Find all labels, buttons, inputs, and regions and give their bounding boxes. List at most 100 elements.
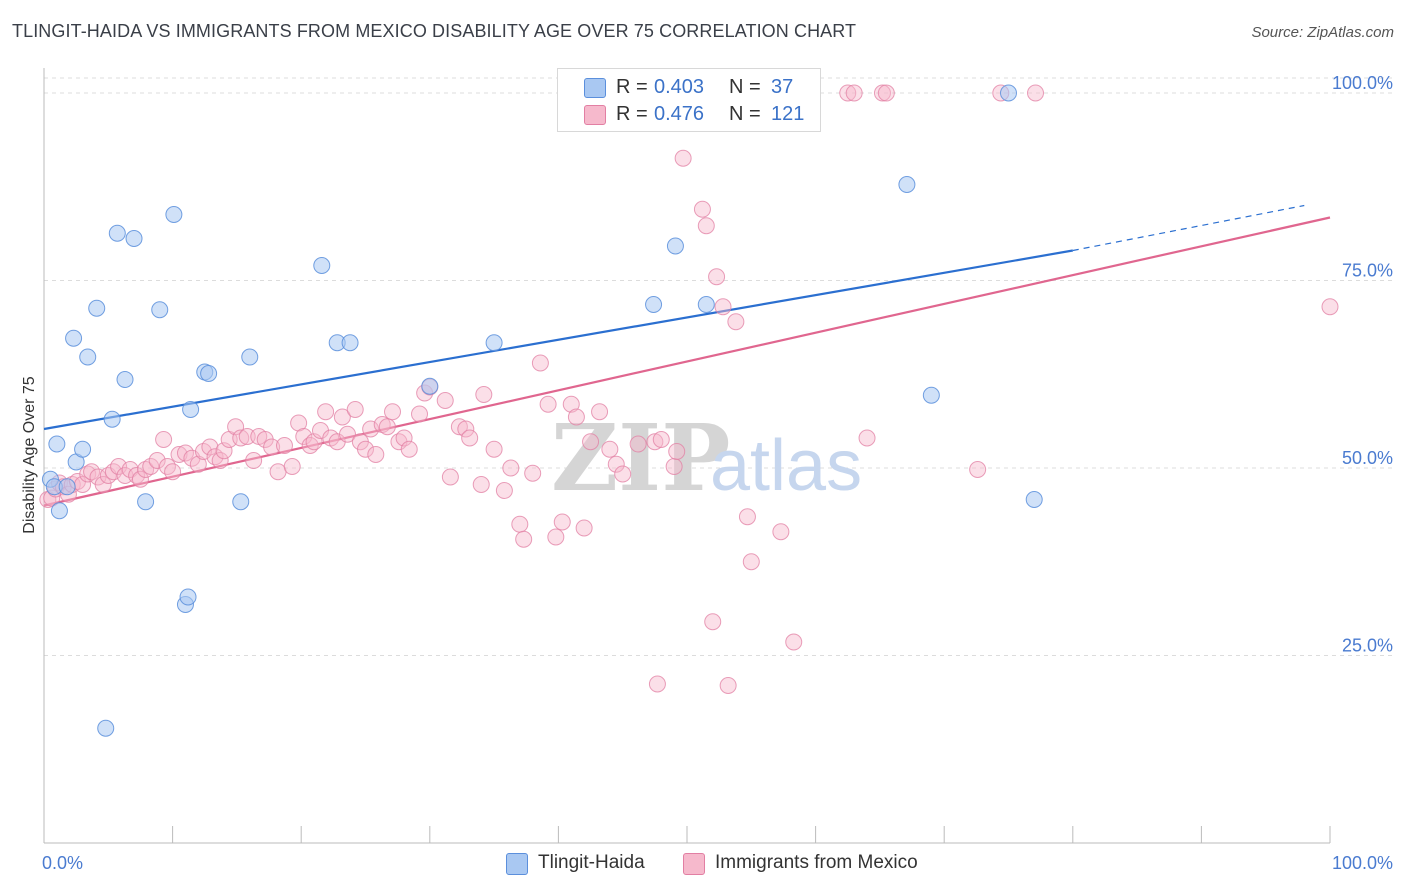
point-tlingit-haida [103,410,121,428]
point-immigrants-from-mexico [648,675,666,693]
point-immigrants-from-mexico [575,519,593,537]
trendline-tlingit-haida-extension [1072,204,1305,252]
trendline-immigrants-from-mexico [43,216,1331,507]
point-immigrants-from-mexico [629,435,647,453]
point-tlingit-haida [125,230,143,247]
point-tlingit-haida [241,348,259,366]
point-immigrants-from-mexico [189,455,207,473]
watermark: ZIP atlas [551,404,862,512]
point-immigrants-from-mexico [708,268,726,286]
watermark-atlas: atlas [710,426,862,506]
point-immigrants-from-mexico [873,84,891,102]
point-immigrants-from-mexico [275,437,293,454]
blue-swatch [584,78,606,98]
correlation-legend: R = 0.403 N = 37 R = 0.476 N = 121 [557,68,821,132]
point-immigrants-from-mexico [531,354,549,372]
point-tlingit-haida [74,440,92,458]
y-tick-label: 75.0% [1342,261,1393,281]
point-immigrants-from-mexico [485,440,503,458]
point-immigrants-from-mexico [201,438,219,456]
point-immigrants-from-mexico [674,149,692,167]
point-immigrants-from-mexico [969,461,987,478]
point-tlingit-haida [151,301,169,319]
point-tlingit-haida [1000,84,1017,102]
point-immigrants-from-mexico [719,677,737,694]
point-tlingit-haida [97,719,115,737]
point-immigrants-from-mexico [652,431,670,448]
point-immigrants-from-mexico [269,463,287,481]
y-axis-label: Disability Age Over 75 [21,376,38,534]
point-immigrants-from-mexico [142,458,160,475]
n-label: N = [729,76,761,98]
point-immigrants-from-mexico [441,468,459,486]
point-immigrants-from-mexico [384,403,402,421]
point-tlingit-haida [179,588,197,606]
point-immigrants-from-mexico [614,465,632,483]
point-immigrants-from-mexico [562,395,580,413]
point-tlingit-haida [48,435,66,453]
n-value: 121 [771,103,805,125]
point-immigrants-from-mexico [232,429,250,447]
point-immigrants-from-mexico [170,446,188,463]
point-tlingit-haida [1025,491,1043,508]
point-immigrants-from-mexico [502,459,520,477]
point-immigrants-from-mexico [511,515,529,533]
point-immigrants-from-mexico [395,429,413,447]
point-tlingit-haida [313,257,331,274]
source-credit: Source: ZipAtlas.com [1251,24,1394,41]
point-tlingit-haida [116,371,134,388]
point-immigrants-from-mexico [742,553,760,571]
point-immigrants-from-mexico [457,420,475,438]
r-label: R = [616,76,648,98]
point-immigrants-from-mexico [714,298,732,316]
pink-swatch [584,105,606,125]
axes [43,68,1331,844]
watermark-zip: ZIP [551,404,730,512]
point-immigrants-from-mexico [461,429,479,447]
point-immigrants-from-mexico [547,528,565,546]
point-tlingit-haida [232,493,250,511]
point-immigrants-from-mexico [553,513,571,531]
point-immigrants-from-mexico [164,463,182,481]
x-tick-label-max: 100.0% [1332,853,1393,873]
point-immigrants-from-mexico [411,405,429,423]
point-tlingit-haida [165,206,183,223]
series-immigrants-from-mexico-points [39,84,1339,694]
y-tick-label: 100.0% [1332,73,1393,93]
point-immigrants-from-mexico [475,386,493,403]
point-immigrants-from-mexico [155,431,173,448]
point-tlingit-haida [182,401,200,418]
point-tlingit-haida [421,377,439,395]
point-immigrants-from-mexico [215,442,233,460]
point-tlingit-haida [65,329,83,347]
point-tlingit-haida [108,224,126,242]
point-immigrants-from-mexico [515,530,533,548]
point-immigrants-from-mexico [317,403,335,421]
point-immigrants-from-mexico [211,452,229,469]
blue-swatch [506,853,528,875]
point-immigrants-from-mexico [227,418,245,436]
point-immigrants-from-mexico [539,395,557,413]
trend-lines [43,204,1331,507]
point-tlingit-haida [79,348,97,366]
point-immigrants-from-mexico [697,217,715,235]
legend-row-tlingit-haida: R = 0.403 N = 37 [558,74,820,102]
legend-row-immigrants-from-mexico: R = 0.476 N = 121 [558,101,820,129]
point-immigrants-from-mexico [1321,298,1339,316]
point-tlingit-haida [200,365,218,382]
n-value: 37 [771,76,794,98]
point-immigrants-from-mexico [346,401,364,418]
point-immigrants-from-mexico [131,470,149,488]
point-immigrants-from-mexico [94,476,112,493]
point-immigrants-from-mexico [607,455,625,473]
legend-label: Tlingit-Haida [538,852,645,873]
point-immigrants-from-mexico [436,392,454,409]
series-tlingit-haida-points [41,84,1043,737]
point-immigrants-from-mexico [338,425,356,443]
point-immigrants-from-mexico [646,433,664,451]
r-value: 0.476 [654,103,705,125]
y-tick-label: 25.0% [1342,636,1393,656]
point-tlingit-haida [922,386,940,404]
point-tlingit-haida [666,237,684,255]
